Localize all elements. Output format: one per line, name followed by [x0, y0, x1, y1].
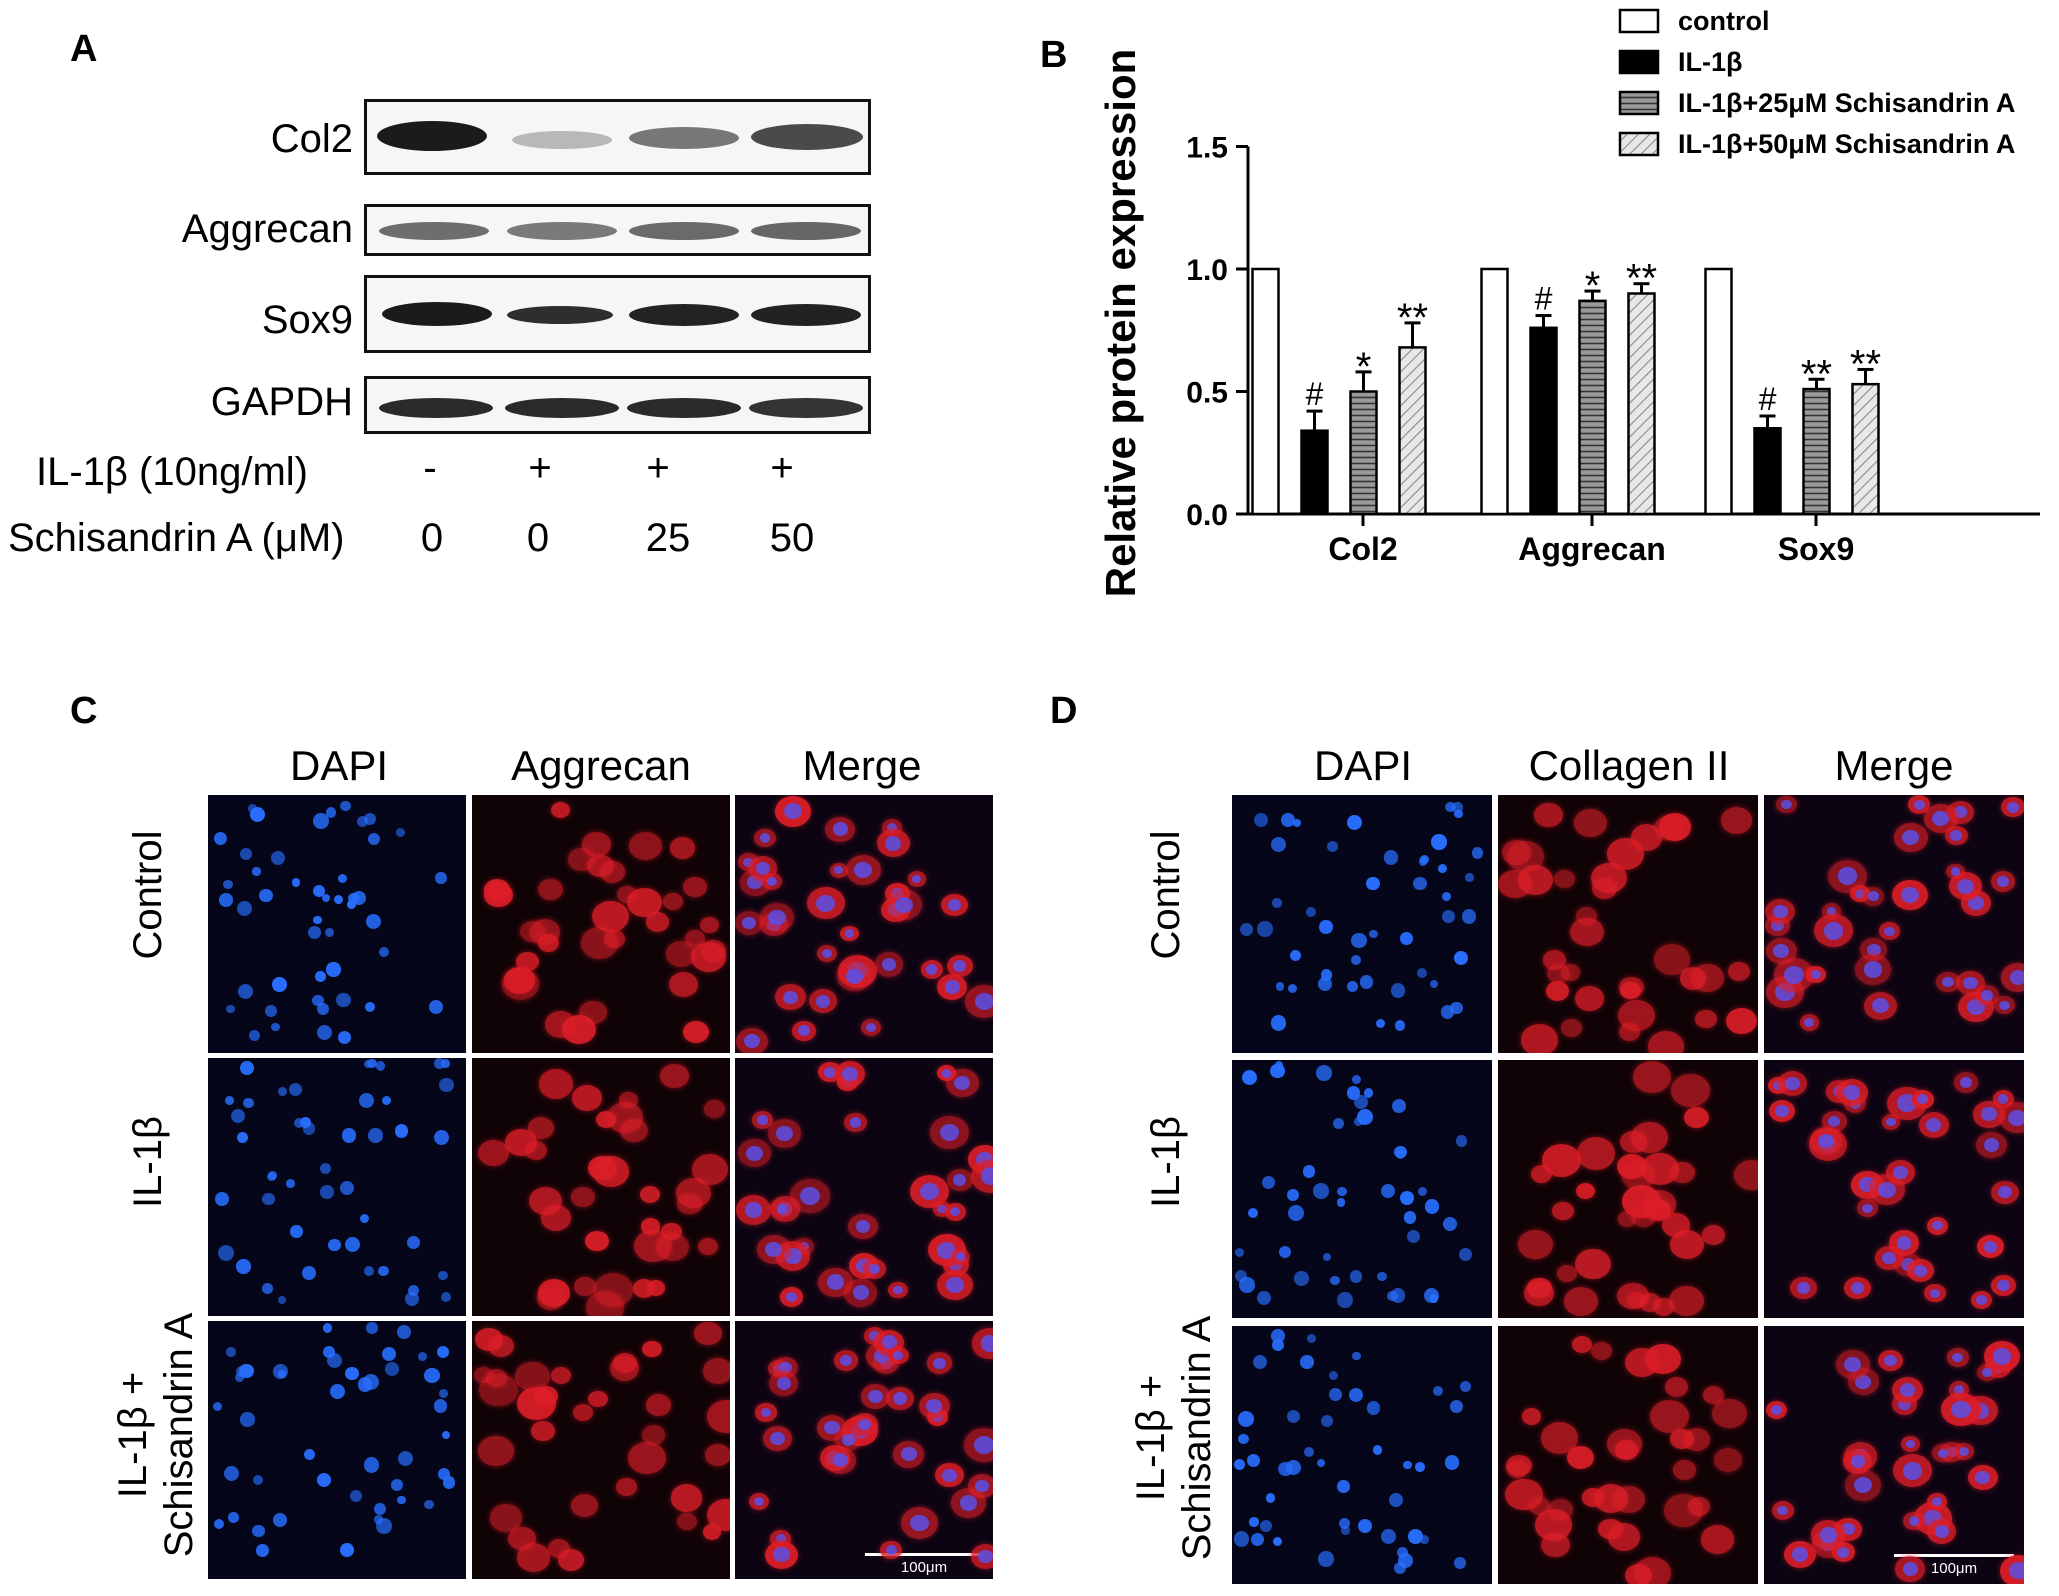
legend-label: IL-1β+50μM Schisandrin A: [1678, 129, 2015, 159]
il1b-value-lane-1: -: [423, 446, 437, 490]
micrograph-c-merge-il1b: [735, 1058, 993, 1316]
micrograph-d-collagen-il1b: [1498, 1060, 1758, 1318]
significance-mark: #: [1759, 381, 1777, 417]
western-blot-sox9: [364, 275, 871, 353]
micrograph-d-dapi-control: [1232, 795, 1492, 1053]
y-tick-label: 0.0: [1186, 499, 1228, 532]
y-tick-label: 0.5: [1186, 377, 1228, 410]
panel-d-letter: D: [1050, 690, 1078, 732]
panel-c-col-dapi: DAPI: [289, 742, 389, 789]
schisandrin-value-lane-2: 0: [526, 516, 550, 560]
y-tick-label: 1.5: [1186, 132, 1228, 165]
x-tick-label: Sox9: [1778, 531, 1854, 567]
western-blot-gapdh: [364, 376, 871, 434]
il1b-value-lane-4: +: [770, 446, 794, 490]
panel-c-row-il1b: IL-1β: [126, 1116, 170, 1208]
panel-a-letter: A: [70, 28, 98, 70]
schisandrin-value-lane-1: 0: [420, 516, 444, 560]
bar: [1300, 429, 1329, 516]
significance-mark: *: [1356, 345, 1372, 389]
bar: [1251, 267, 1280, 516]
micrograph-d-dapi-treated: [1232, 1326, 1492, 1584]
panel-b-letter: B: [1040, 34, 1068, 76]
bar: [1851, 382, 1880, 516]
panel-d-row-il1b: IL-1β: [1144, 1116, 1188, 1208]
micrograph-c-dapi-treated: [208, 1321, 466, 1579]
bar: [1529, 326, 1558, 516]
significance-mark: **: [1397, 296, 1428, 340]
panel-c-row-control: Control: [126, 830, 170, 960]
micrograph-c-merge-control: [735, 795, 993, 1053]
y-axis-label: Relative protein expression: [1097, 49, 1144, 598]
significance-mark: **: [1850, 342, 1881, 386]
scale-bar-label: 100μm: [1930, 1560, 1978, 1577]
bar: [1802, 387, 1831, 516]
bar: [1627, 292, 1656, 516]
scale-bar-label: 100μm: [900, 1559, 948, 1576]
y-tick-label: 1.0: [1186, 254, 1228, 287]
significance-mark: **: [1626, 257, 1657, 301]
micrograph-d-dapi-il1b: [1232, 1060, 1492, 1318]
significance-mark: *: [1585, 264, 1601, 308]
micrograph-c-merge-treated: 100μm: [735, 1321, 993, 1579]
scale-bar: [865, 1553, 983, 1556]
schisandrin-value-lane-4: 50: [769, 516, 815, 560]
micrograph-c-aggrecan-il1b: [472, 1058, 730, 1316]
legend-label: control: [1678, 6, 1770, 36]
legend-label: IL-1β: [1678, 47, 1742, 77]
panel-c-row-il1b-schisandrin: IL-1β + Schisandrin A: [111, 1312, 201, 1558]
wb-label-col2: Col2: [270, 117, 353, 161]
panel-c-col-merge: Merge: [802, 742, 922, 789]
wb-label-sox9: Sox9: [261, 298, 353, 342]
legend-swatch: [1618, 90, 1660, 116]
micrograph-c-dapi-il1b: [208, 1058, 466, 1316]
significance-mark: #: [1535, 281, 1553, 317]
western-blot-aggrecan: [364, 204, 871, 256]
legend-swatch: [1618, 8, 1660, 34]
micrograph-d-merge-control: [1764, 795, 2024, 1053]
micrograph-d-merge-il1b: [1764, 1060, 2024, 1318]
bar: [1704, 267, 1733, 516]
western-blot-col2: [364, 99, 871, 175]
panel-d-row-control: Control: [1144, 830, 1188, 960]
bar: [1480, 267, 1509, 516]
scale-bar: [1894, 1554, 2014, 1557]
schisandrin-value-lane-3: 25: [645, 516, 691, 560]
micrograph-d-collagen-treated: [1498, 1326, 1758, 1584]
bar-chart: Relative protein expression 0.0 0.5 1.0 1.5…: [1097, 6, 2040, 598]
panel-d-row-il1b-schisandrin: IL-1β + Schisandrin A: [1129, 1315, 1219, 1561]
wb-label-gapdh: GAPDH: [210, 380, 353, 424]
panel-d-col-merge: Merge: [1834, 742, 1954, 789]
treatment-label-il1b: IL-1β (10ng/ml): [36, 450, 308, 494]
significance-mark: #: [1306, 376, 1324, 412]
panel-d-col-dapi: DAPI: [1313, 742, 1413, 789]
micrograph-d-merge-treated: 100μm: [1764, 1326, 2024, 1584]
treatment-label-schisandrin: Schisandrin A (μM): [8, 516, 345, 560]
bar: [1578, 299, 1607, 516]
il1b-value-lane-3: +: [646, 446, 670, 490]
panel-c-letter: C: [70, 690, 98, 732]
panel-d-col-collagen: Collagen II: [1528, 742, 1730, 789]
bar: [1753, 427, 1782, 516]
legend-label: IL-1β+25μM Schisandrin A: [1678, 88, 2015, 118]
significance-mark: **: [1801, 352, 1832, 396]
micrograph-c-aggrecan-control: [472, 795, 730, 1053]
legend-swatch: [1618, 49, 1660, 75]
wb-label-aggrecan: Aggrecan: [181, 207, 353, 251]
panel-c-col-aggrecan: Aggrecan: [511, 742, 691, 789]
x-tick-label: Col2: [1328, 531, 1397, 567]
legend-swatch: [1618, 131, 1660, 157]
bar: [1349, 390, 1378, 516]
bar: [1398, 346, 1427, 516]
micrograph-c-dapi-control: [208, 795, 466, 1053]
micrograph-c-aggrecan-treated: [472, 1321, 730, 1579]
il1b-value-lane-2: +: [528, 446, 552, 490]
x-tick-label: Aggrecan: [1518, 531, 1666, 567]
micrograph-d-collagen-control: [1498, 795, 1758, 1053]
